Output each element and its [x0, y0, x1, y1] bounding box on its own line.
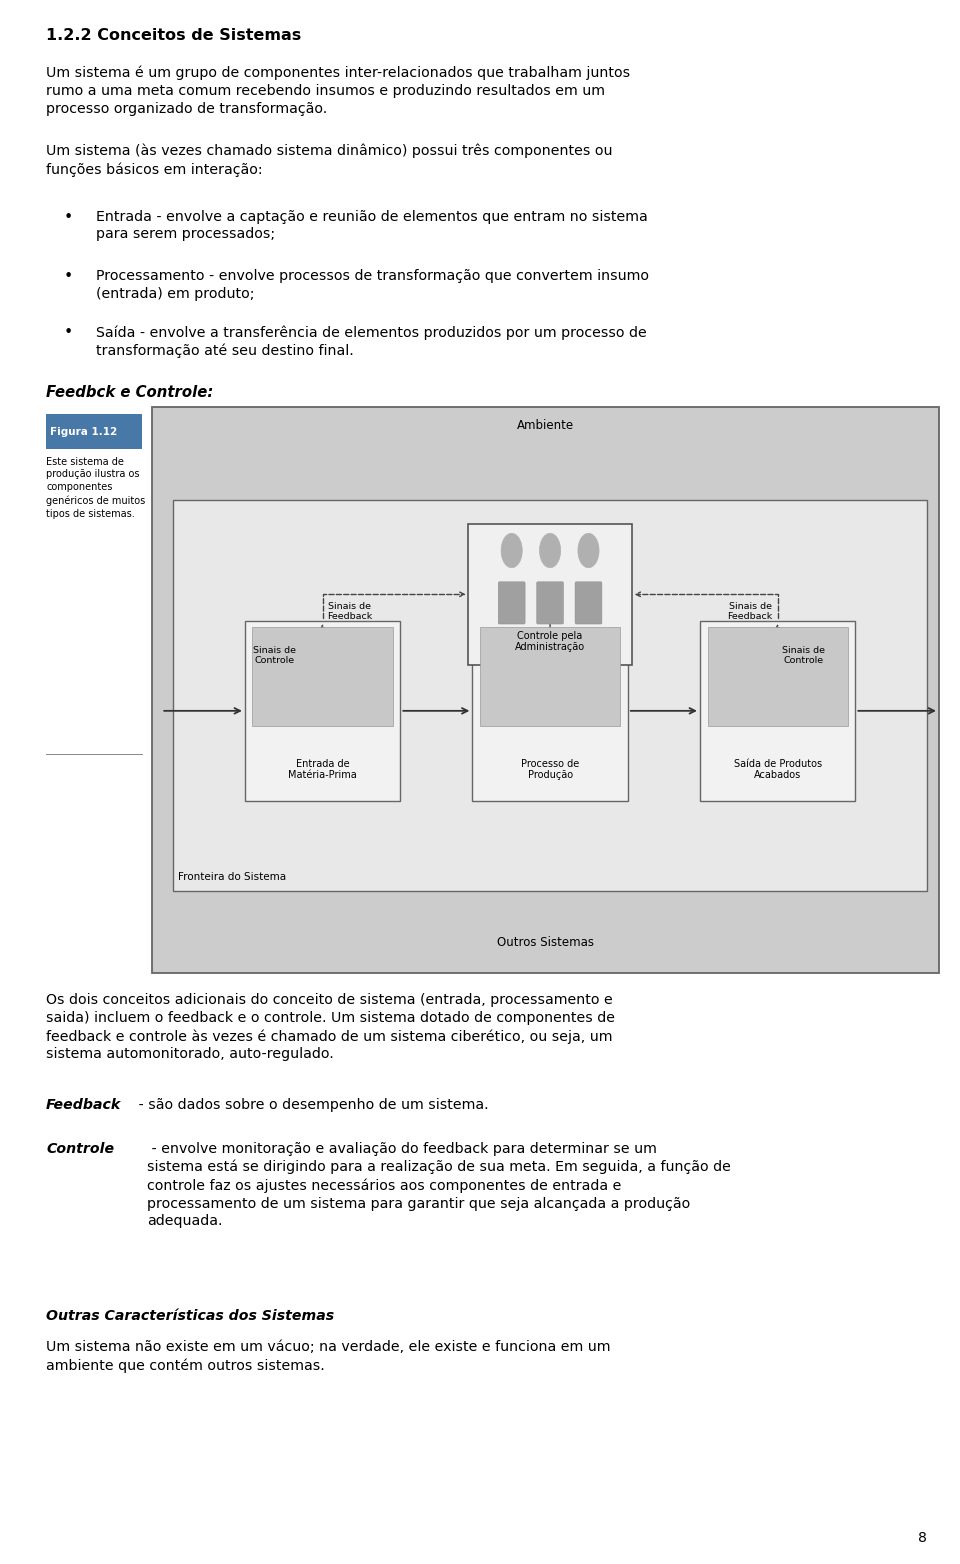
- Text: Saída - envolve a transferência de elementos produzidos por um processo de
trans: Saída - envolve a transferência de eleme…: [96, 325, 647, 358]
- Text: Sinais de
Controle: Sinais de Controle: [782, 646, 826, 665]
- Text: 1.2.2 Conceitos de Sistemas: 1.2.2 Conceitos de Sistemas: [46, 28, 301, 44]
- Text: Feedbck e Controle:: Feedbck e Controle:: [46, 385, 213, 400]
- Text: 8: 8: [918, 1531, 926, 1545]
- FancyBboxPatch shape: [498, 582, 525, 624]
- Text: - envolve monitoração e avaliação do feedback para determinar se um
sistema está: - envolve monitoração e avaliação do fee…: [147, 1142, 731, 1228]
- FancyBboxPatch shape: [173, 500, 927, 891]
- FancyBboxPatch shape: [245, 621, 400, 801]
- FancyBboxPatch shape: [708, 627, 848, 726]
- FancyBboxPatch shape: [472, 621, 628, 801]
- FancyBboxPatch shape: [575, 582, 602, 624]
- Text: Um sistema não existe em um vácuo; na verdade, ele existe e funciona em um
ambie: Um sistema não existe em um vácuo; na ve…: [46, 1340, 611, 1373]
- Text: •: •: [63, 325, 73, 341]
- Text: Figura 1.12: Figura 1.12: [50, 427, 117, 436]
- Text: Sinais de
Feedback: Sinais de Feedback: [327, 602, 372, 621]
- FancyBboxPatch shape: [480, 627, 620, 726]
- Text: Entrada - envolve a captação e reunião de elementos que entram no sistema
para s: Entrada - envolve a captação e reunião d…: [96, 210, 648, 241]
- Text: Os dois conceitos adicionais do conceito de sistema (entrada, processamento e
sa: Os dois conceitos adicionais do conceito…: [46, 993, 615, 1062]
- FancyBboxPatch shape: [468, 524, 632, 665]
- Text: Fronteira do Sistema: Fronteira do Sistema: [178, 873, 286, 882]
- Circle shape: [501, 533, 522, 568]
- Text: Feedback: Feedback: [46, 1098, 121, 1112]
- Text: Um sistema é um grupo de componentes inter-relacionados que trabalham juntos
rum: Um sistema é um grupo de componentes int…: [46, 66, 630, 116]
- Text: Sinais de
Controle: Sinais de Controle: [253, 646, 297, 665]
- FancyBboxPatch shape: [700, 621, 855, 801]
- Text: Outras Características dos Sistemas: Outras Características dos Sistemas: [46, 1309, 334, 1323]
- Text: Um sistema (às vezes chamado sistema dinâmico) possui três componentes ou
funçõe: Um sistema (às vezes chamado sistema din…: [46, 144, 612, 177]
- Text: Processamento - envolve processos de transformação que convertem insumo
(entrada: Processamento - envolve processos de tra…: [96, 269, 649, 300]
- FancyBboxPatch shape: [252, 627, 393, 726]
- Text: •: •: [63, 210, 73, 225]
- Text: Controle pela
Administração: Controle pela Administração: [515, 630, 586, 652]
- Text: - são dados sobre o desempenho de um sistema.: - são dados sobre o desempenho de um sis…: [134, 1098, 489, 1112]
- Circle shape: [578, 533, 599, 568]
- Text: Saída de Produtos
Acabados: Saída de Produtos Acabados: [733, 759, 822, 780]
- Text: Sinais de
Feedback: Sinais de Feedback: [728, 602, 773, 621]
- FancyBboxPatch shape: [537, 582, 564, 624]
- Text: Controle: Controle: [46, 1142, 114, 1156]
- Text: Processo de
Produção: Processo de Produção: [521, 759, 579, 780]
- FancyBboxPatch shape: [46, 414, 142, 449]
- Text: •: •: [63, 269, 73, 285]
- Text: Ambiente: Ambiente: [516, 419, 574, 432]
- Circle shape: [540, 533, 561, 568]
- Text: Entrada de
Matéria-Prima: Entrada de Matéria-Prima: [288, 759, 357, 780]
- FancyBboxPatch shape: [152, 407, 939, 973]
- Text: Outros Sistemas: Outros Sistemas: [496, 937, 594, 949]
- Text: Este sistema de
produção ilustra os
componentes
genéricos de muitos
tipos de sis: Este sistema de produção ilustra os comp…: [46, 457, 145, 519]
